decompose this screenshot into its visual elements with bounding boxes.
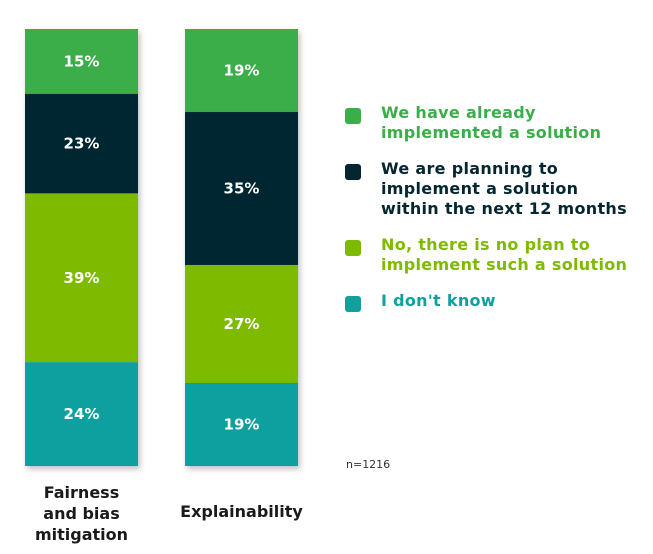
category-label: and bias xyxy=(43,504,119,523)
category-label: Explainability xyxy=(180,502,303,521)
bar-segment xyxy=(185,29,298,113)
bar-segment xyxy=(25,193,138,363)
legend-label: No, there is no plan to implement such a … xyxy=(381,235,628,274)
value-label: 23% xyxy=(64,135,100,153)
bar-segment xyxy=(185,382,298,466)
bar-segment xyxy=(25,362,138,466)
legend-swatch xyxy=(345,240,361,256)
bar-segment xyxy=(25,29,138,94)
legend-item: We are planning to implement a solution wi… xyxy=(345,159,650,219)
legend-swatch xyxy=(345,296,361,312)
legend-label: We have already implemented a solution xyxy=(381,103,602,142)
legend-item: No, there is no plan to implement such a … xyxy=(345,235,650,275)
legend-swatch xyxy=(345,108,361,124)
category-label: Fairness xyxy=(44,483,119,502)
legend-item: I don't know xyxy=(345,291,650,312)
bar-segment xyxy=(185,112,298,265)
value-label: 24% xyxy=(64,405,100,423)
value-label: 19% xyxy=(224,415,260,433)
value-label: 15% xyxy=(64,52,100,70)
legend: We have already implemented a solution We … xyxy=(345,103,650,328)
value-label: 39% xyxy=(64,269,100,287)
legend-swatch xyxy=(345,164,361,180)
legend-item: We have already implemented a solution xyxy=(345,103,650,143)
legend-label: I don't know xyxy=(381,291,496,310)
bar-segment xyxy=(25,93,138,194)
value-label: 19% xyxy=(224,62,260,80)
bar-segment xyxy=(185,264,298,383)
sample-size-note: n=1216 xyxy=(346,458,391,471)
value-label: 27% xyxy=(224,315,260,333)
value-label: 35% xyxy=(224,180,260,198)
category-label: mitigation xyxy=(35,525,128,544)
legend-label: We are planning to implement a solution wi… xyxy=(381,159,627,218)
